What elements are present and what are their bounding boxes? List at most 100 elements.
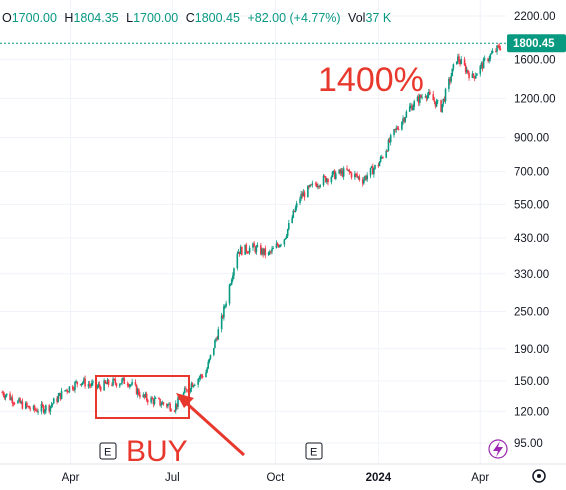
- candle-body: [123, 377, 126, 384]
- candle-body: [396, 127, 399, 130]
- candle-body: [388, 139, 391, 143]
- candle-body: [309, 184, 311, 187]
- candle: [50, 401, 53, 409]
- candle-body: [452, 64, 455, 69]
- price-axis[interactable]: 2200.00 1600.00 1200.00 900.00 700.00 550.00 4…: [514, 11, 556, 450]
- candle: [221, 314, 224, 319]
- candle: [378, 161, 381, 167]
- candle-body: [253, 243, 255, 247]
- candle: [60, 387, 63, 400]
- candle-body: [424, 96, 427, 98]
- candle-body: [307, 185, 309, 198]
- candle: [74, 380, 76, 393]
- candle-body: [90, 382, 93, 386]
- candle: [166, 403, 168, 409]
- candle-body: [482, 58, 485, 69]
- candle-body: [216, 338, 218, 340]
- candle-body: [487, 58, 489, 62]
- time-axis[interactable]: Apr Jul Oct 2024 Apr: [0, 463, 566, 484]
- candle: [252, 242, 254, 251]
- candle-body: [395, 127, 398, 130]
- candle-body: [71, 386, 74, 390]
- candle: [449, 76, 451, 85]
- lightning-icon[interactable]: [488, 439, 508, 459]
- candle: [68, 386, 71, 394]
- candle: [386, 150, 389, 152]
- candle: [318, 185, 320, 189]
- candle: [80, 383, 83, 388]
- candle-body: [68, 386, 71, 392]
- candle-body: [489, 54, 492, 59]
- candle: [261, 247, 263, 256]
- candle-body: [59, 393, 62, 400]
- candle-body: [166, 404, 168, 407]
- candle: [127, 382, 130, 388]
- candle: [396, 125, 399, 130]
- candle-body: [464, 65, 467, 73]
- candle-body: [256, 245, 259, 247]
- earnings-marker[interactable]: E: [99, 442, 117, 460]
- candle-body: [460, 59, 463, 65]
- candle-body: [45, 405, 47, 411]
- candle: [28, 405, 30, 409]
- candle: [58, 392, 61, 396]
- candle: [389, 133, 392, 146]
- candle: [51, 403, 54, 408]
- candle: [420, 94, 422, 99]
- candle: [268, 249, 271, 255]
- candle: [490, 50, 493, 55]
- candle: [271, 245, 273, 255]
- candle-body: [161, 402, 164, 405]
- candle: [482, 57, 485, 69]
- candle: [302, 189, 305, 197]
- candle-body: [491, 50, 494, 53]
- candle: [10, 395, 12, 401]
- candle: [230, 277, 233, 286]
- candle: [459, 59, 461, 67]
- candle: [316, 181, 318, 188]
- candle: [146, 398, 149, 406]
- candle-body: [401, 121, 403, 130]
- earnings-marker[interactable]: E: [305, 442, 323, 460]
- candle-body: [318, 186, 320, 188]
- settings-icon[interactable]: [532, 469, 546, 483]
- candle-body: [169, 403, 171, 411]
- candle: [9, 391, 11, 401]
- candle: [150, 395, 152, 405]
- candle-body: [177, 397, 179, 407]
- candle: [410, 102, 412, 109]
- x-tick-label: 2024: [366, 472, 392, 484]
- candle: [233, 267, 235, 279]
- candle-body: [342, 168, 345, 177]
- candle-body: [356, 174, 358, 177]
- candle-body: [57, 395, 60, 402]
- candle-body: [357, 176, 360, 178]
- candle: [33, 404, 36, 413]
- candle: [327, 178, 329, 186]
- candle: [314, 181, 317, 187]
- candle-body: [327, 178, 329, 183]
- candle-body: [115, 383, 118, 387]
- candle-body: [49, 406, 52, 412]
- y-tick-label: 120.00: [514, 406, 549, 418]
- candle: [285, 233, 288, 240]
- candle-body: [225, 303, 227, 306]
- candle-body: [11, 397, 14, 404]
- candle: [324, 176, 327, 183]
- candle-body: [143, 394, 146, 397]
- candle: [158, 396, 160, 400]
- candle: [245, 242, 248, 254]
- candle-body: [223, 306, 225, 318]
- candle: [364, 175, 366, 181]
- candle-body: [302, 192, 305, 197]
- candle-body: [173, 410, 176, 412]
- candle: [131, 378, 133, 386]
- candle: [144, 391, 147, 398]
- candle: [118, 382, 121, 388]
- candle: [111, 382, 113, 387]
- candle: [223, 303, 225, 321]
- candle: [424, 93, 427, 98]
- candle-body: [201, 376, 204, 378]
- candle-body: [385, 150, 388, 158]
